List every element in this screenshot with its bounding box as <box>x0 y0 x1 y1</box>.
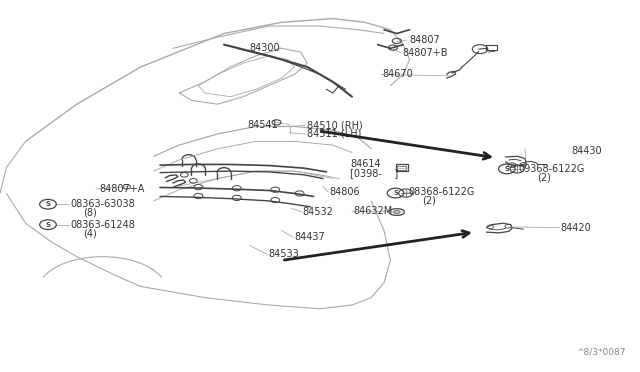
Text: 84807+B: 84807+B <box>402 48 447 58</box>
Text: 84614: 84614 <box>350 160 381 169</box>
Text: [0398-    ]: [0398- ] <box>350 168 398 177</box>
Text: 84511 (LH): 84511 (LH) <box>307 129 362 139</box>
Text: S: S <box>504 166 509 172</box>
Text: ^8/3*0087: ^8/3*0087 <box>577 347 626 356</box>
Text: S: S <box>45 201 51 207</box>
Text: 84510 (RH): 84510 (RH) <box>307 121 363 130</box>
Text: 84807: 84807 <box>410 35 440 45</box>
Text: 84533: 84533 <box>269 250 300 259</box>
Text: (8): (8) <box>83 208 97 217</box>
Text: (2): (2) <box>538 172 552 182</box>
Text: 09368-6122G: 09368-6122G <box>518 164 585 174</box>
Text: 08363-61248: 08363-61248 <box>70 220 135 230</box>
Text: 84420: 84420 <box>561 223 591 232</box>
Text: S: S <box>393 190 398 196</box>
Text: 84437: 84437 <box>294 232 325 242</box>
Text: 08363-63038: 08363-63038 <box>70 199 135 209</box>
Text: S: S <box>45 222 51 228</box>
Text: 84541: 84541 <box>247 120 278 129</box>
Text: 84300: 84300 <box>250 43 280 52</box>
Text: (4): (4) <box>83 228 97 238</box>
Text: (2): (2) <box>422 195 436 205</box>
Text: 84430: 84430 <box>571 146 602 155</box>
Text: 08368-6122G: 08368-6122G <box>408 187 475 197</box>
Text: 84670: 84670 <box>383 70 413 79</box>
Text: 84632M: 84632M <box>353 206 392 216</box>
Text: 84807+A: 84807+A <box>99 184 145 194</box>
Text: 84532: 84532 <box>303 207 333 217</box>
Text: 84806: 84806 <box>330 187 360 197</box>
